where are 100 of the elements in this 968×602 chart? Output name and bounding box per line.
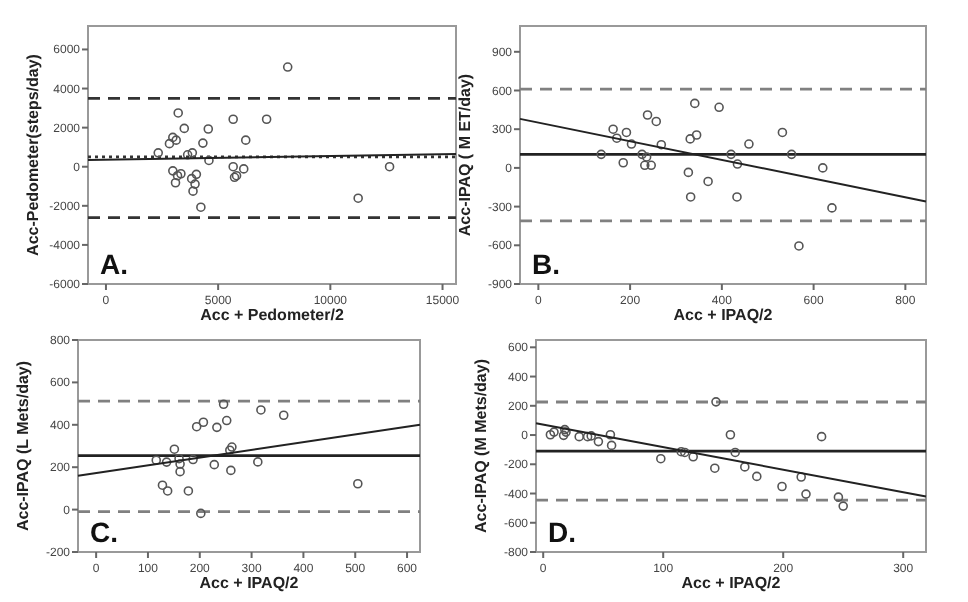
point xyxy=(191,421,202,432)
point xyxy=(183,486,194,496)
point xyxy=(169,444,180,454)
point xyxy=(196,202,206,212)
point xyxy=(777,481,787,492)
point xyxy=(549,427,559,437)
point xyxy=(164,138,175,149)
point xyxy=(256,405,266,415)
point xyxy=(226,465,236,476)
point xyxy=(691,130,702,140)
point xyxy=(838,501,848,511)
point xyxy=(253,457,263,467)
point xyxy=(626,139,637,149)
point xyxy=(827,203,837,213)
point xyxy=(688,452,698,462)
y-axis-title: Acc-IPAQ ( M ET/day) xyxy=(456,73,474,237)
point xyxy=(161,457,172,467)
point xyxy=(689,98,700,109)
point xyxy=(606,440,617,451)
point xyxy=(608,124,618,134)
point xyxy=(593,436,604,447)
point xyxy=(637,149,647,160)
point xyxy=(221,415,232,426)
x-axis-title: Acc + IPAQ/2 xyxy=(199,574,300,592)
point xyxy=(172,170,183,181)
point xyxy=(833,492,844,502)
x-axis-title: Acc + Pedometer/2 xyxy=(200,306,345,324)
y-axis-title: Acc-Pedometer(steps/day) xyxy=(24,53,42,256)
point xyxy=(732,192,742,202)
point xyxy=(240,135,251,145)
point xyxy=(639,160,650,171)
point xyxy=(732,159,743,169)
x-axis-title: Acc + IPAQ/2 xyxy=(681,574,782,592)
point xyxy=(170,177,181,188)
point xyxy=(191,169,202,180)
point xyxy=(153,148,164,158)
y-axis-title: Acc-IPAQ (M Mets/day) xyxy=(472,358,490,533)
point xyxy=(182,150,193,160)
point xyxy=(744,139,754,149)
point xyxy=(179,123,190,134)
y-axis-title: Acc-IPAQ (L Mets/day) xyxy=(14,360,32,532)
point xyxy=(726,149,736,160)
point xyxy=(612,133,622,144)
point xyxy=(175,459,185,469)
point xyxy=(786,149,797,160)
point xyxy=(777,127,788,138)
point xyxy=(282,62,293,72)
point xyxy=(218,399,229,410)
point xyxy=(187,148,198,158)
x-axis-title: Acc + IPAQ/2 xyxy=(673,306,774,324)
point xyxy=(685,134,695,144)
point xyxy=(685,192,696,202)
point xyxy=(596,149,606,160)
point xyxy=(714,102,724,113)
point xyxy=(676,446,686,457)
point xyxy=(227,442,237,452)
point xyxy=(725,429,736,440)
point xyxy=(794,241,804,251)
point xyxy=(228,161,238,172)
point xyxy=(212,422,222,433)
point xyxy=(740,462,750,472)
point xyxy=(353,478,363,489)
point xyxy=(796,472,806,482)
point xyxy=(816,431,827,442)
point xyxy=(730,447,740,458)
point xyxy=(801,489,811,499)
point xyxy=(162,486,173,496)
point xyxy=(228,114,238,125)
point xyxy=(238,164,249,174)
point xyxy=(642,110,653,120)
point xyxy=(582,431,593,442)
point xyxy=(209,459,220,470)
point xyxy=(186,173,197,184)
point xyxy=(196,508,206,519)
point xyxy=(703,176,713,187)
point xyxy=(203,124,214,134)
point xyxy=(621,127,632,138)
point xyxy=(574,431,584,442)
point xyxy=(190,179,200,189)
point xyxy=(656,453,666,464)
point xyxy=(711,397,721,407)
point xyxy=(175,466,185,477)
point xyxy=(198,138,208,148)
point xyxy=(198,417,209,428)
point xyxy=(710,463,720,474)
point xyxy=(683,167,694,178)
annotation: B. xyxy=(532,248,560,280)
point xyxy=(188,454,198,465)
point xyxy=(261,114,272,125)
annotation: D. xyxy=(548,516,576,548)
point xyxy=(656,139,667,150)
point xyxy=(204,155,214,166)
point xyxy=(605,429,616,440)
annotation: A. xyxy=(100,248,128,280)
point xyxy=(618,157,629,168)
point xyxy=(586,431,596,441)
point xyxy=(558,430,569,441)
point xyxy=(278,410,289,421)
point xyxy=(353,193,363,203)
point xyxy=(641,152,652,162)
